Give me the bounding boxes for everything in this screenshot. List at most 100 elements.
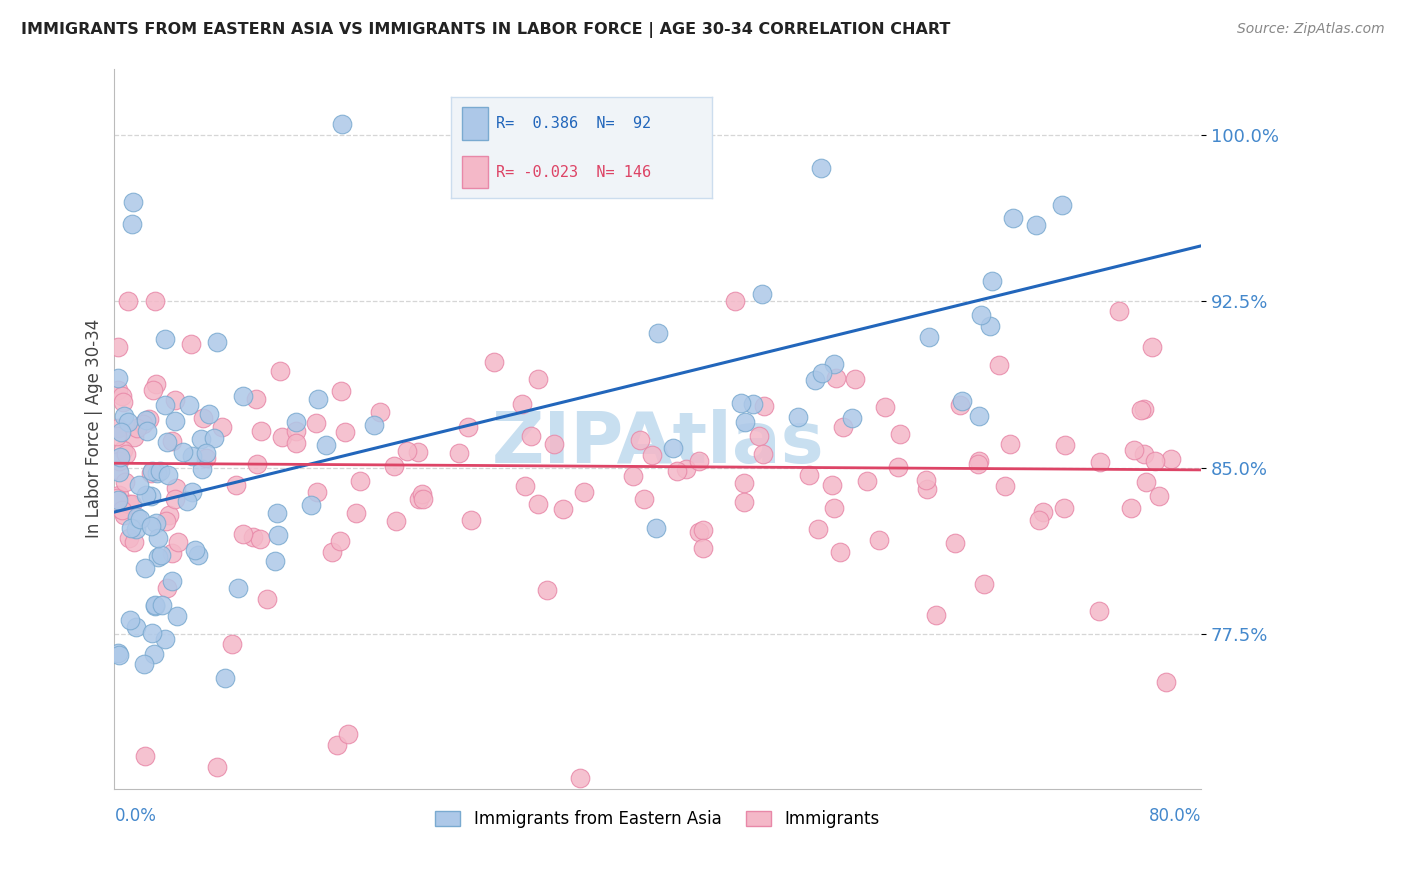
Point (363, 418, 385, 433)
Text: ZIPAtlas: ZIPAtlas (491, 409, 824, 478)
Point (249, 532, 271, 546)
Point (264, 554, 287, 568)
Point (307, 485, 329, 500)
Point (949, 398, 972, 412)
Point (1135, 475, 1157, 489)
Point (330, 384, 353, 398)
Point (662, 441, 685, 455)
Point (172, 444, 194, 458)
Point (966, 457, 988, 471)
Point (160, 546, 183, 560)
Point (134, 748, 156, 763)
Point (828, 545, 851, 559)
Point (122, 535, 145, 549)
Point (207, 760, 229, 774)
Point (675, 462, 697, 476)
Point (621, 468, 644, 483)
Point (111, 503, 134, 517)
Point (108, 488, 131, 502)
Point (553, 502, 575, 516)
Point (269, 364, 291, 378)
Point (825, 371, 848, 385)
Point (733, 476, 755, 491)
Point (628, 433, 651, 447)
Point (329, 534, 352, 549)
Point (889, 427, 911, 442)
Point (141, 626, 163, 640)
Point (823, 501, 845, 516)
Point (1147, 489, 1170, 503)
Point (184, 543, 207, 558)
Point (527, 372, 550, 386)
Point (180, 337, 202, 351)
Point (337, 727, 360, 741)
Point (112, 508, 135, 522)
Point (232, 527, 254, 541)
Point (1143, 453, 1166, 467)
Point (1028, 513, 1050, 527)
Point (117, 294, 139, 309)
Point (107, 421, 129, 435)
Text: Source: ZipAtlas.com: Source: ZipAtlas.com (1237, 22, 1385, 37)
Point (321, 545, 343, 559)
Point (166, 534, 188, 549)
Point (180, 485, 202, 500)
Point (105, 429, 128, 443)
Point (117, 416, 139, 430)
Point (692, 523, 714, 537)
Point (330, 117, 353, 131)
Point (121, 217, 143, 231)
Point (688, 454, 710, 468)
Point (181, 449, 204, 463)
Point (142, 384, 165, 398)
Point (1053, 501, 1076, 516)
Text: IMMIGRANTS FROM EASTERN ASIA VS IMMIGRANTS IN LABOR FORCE | AGE 30-34 CORRELATIO: IMMIGRANTS FROM EASTERN ASIA VS IMMIGRAN… (21, 22, 950, 38)
Point (143, 294, 166, 309)
Point (110, 425, 132, 439)
Point (107, 383, 129, 397)
Point (162, 434, 184, 448)
Point (145, 376, 167, 391)
Point (122, 429, 145, 443)
Point (127, 509, 149, 524)
Point (1132, 402, 1154, 417)
Point (305, 416, 328, 430)
Point (980, 274, 1002, 288)
Point (787, 409, 810, 424)
Point (111, 389, 134, 403)
Point (231, 389, 253, 403)
Point (179, 398, 201, 412)
Point (194, 450, 217, 465)
Point (246, 458, 269, 472)
Point (143, 599, 166, 613)
Point (875, 400, 897, 414)
Point (666, 464, 689, 478)
Point (146, 549, 169, 564)
Point (344, 506, 367, 520)
Point (135, 413, 157, 427)
Point (121, 497, 143, 511)
Point (644, 521, 666, 535)
Point (406, 445, 429, 459)
Point (1090, 455, 1112, 469)
Point (146, 466, 169, 480)
Point (111, 395, 134, 409)
Point (633, 491, 655, 506)
Point (733, 494, 755, 508)
Point (804, 373, 827, 387)
Point (915, 482, 938, 496)
Point (107, 463, 129, 477)
Point (1156, 675, 1178, 690)
Point (118, 497, 141, 511)
Point (994, 479, 1017, 493)
Point (823, 357, 845, 371)
Point (807, 522, 830, 536)
Legend: Immigrants from Eastern Asia, Immigrants: Immigrants from Eastern Asia, Immigrants (429, 804, 887, 835)
Point (1122, 442, 1144, 457)
Point (118, 613, 141, 627)
Point (134, 561, 156, 575)
Point (967, 409, 990, 424)
Point (536, 582, 558, 597)
Point (242, 530, 264, 544)
Point (195, 445, 218, 459)
